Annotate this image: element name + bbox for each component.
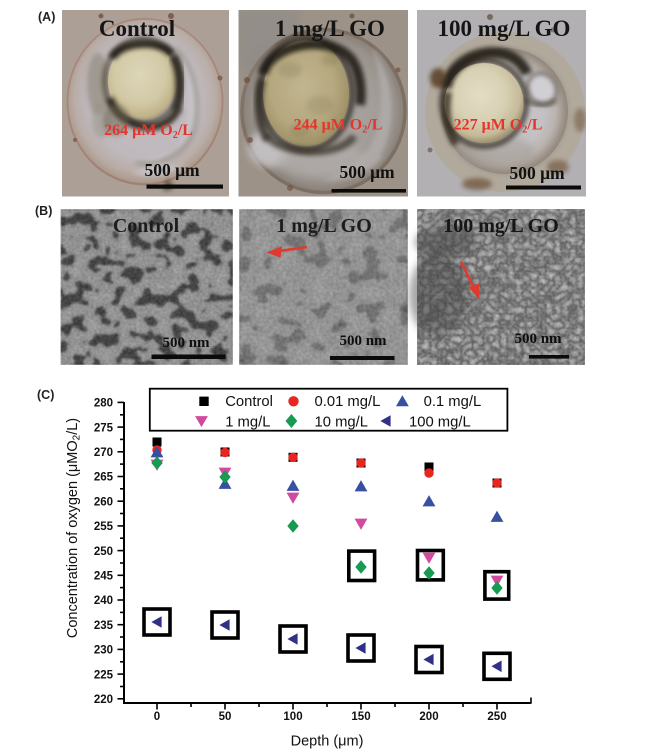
svg-text:225: 225 xyxy=(94,669,114,681)
svg-text:500 nm: 500 nm xyxy=(162,335,210,351)
svg-text:500 μm: 500 μm xyxy=(144,160,200,180)
svg-text:200: 200 xyxy=(419,711,438,723)
svg-text:245: 245 xyxy=(94,571,114,583)
svg-text:0: 0 xyxy=(154,711,160,723)
svg-text:1 mg/L GO: 1 mg/L GO xyxy=(276,215,372,237)
svg-text:50: 50 xyxy=(219,711,232,723)
svg-text:250: 250 xyxy=(487,711,506,723)
svg-text:255: 255 xyxy=(94,521,114,533)
svg-text:Depth (μm): Depth (μm) xyxy=(291,734,364,750)
svg-text:Concentration of oxygen (μMO2/: Concentration of oxygen (μMO2/L) xyxy=(65,418,83,638)
svg-text:100 mg/L GO: 100 mg/L GO xyxy=(438,16,571,41)
svg-text:150: 150 xyxy=(351,711,370,723)
svg-text:235: 235 xyxy=(94,620,114,632)
svg-text:Control: Control xyxy=(225,394,273,410)
svg-text:Control: Control xyxy=(99,16,175,41)
svg-text:500 μm: 500 μm xyxy=(339,162,395,182)
svg-text:230: 230 xyxy=(94,645,113,657)
svg-text:(C): (C) xyxy=(37,388,54,402)
svg-text:1 mg/L: 1 mg/L xyxy=(225,415,270,431)
svg-text:500 μm: 500 μm xyxy=(509,163,565,183)
svg-text:Control: Control xyxy=(113,215,180,237)
svg-text:264 μM O2/L: 264 μM O2/L xyxy=(104,122,193,141)
svg-text:500 nm: 500 nm xyxy=(514,331,562,347)
svg-text:1 mg/L GO: 1 mg/L GO xyxy=(275,16,385,41)
svg-text:0.1 mg/L: 0.1 mg/L xyxy=(424,394,482,410)
svg-text:275: 275 xyxy=(94,422,114,434)
svg-text:250: 250 xyxy=(94,546,113,558)
svg-text:500 nm: 500 nm xyxy=(339,333,387,349)
svg-text:265: 265 xyxy=(94,472,114,484)
svg-text:227 μM O2/L: 227 μM O2/L xyxy=(454,117,543,136)
svg-text:280: 280 xyxy=(94,398,113,410)
svg-text:270: 270 xyxy=(94,447,113,459)
svg-text:100: 100 xyxy=(283,711,302,723)
svg-text:(A): (A) xyxy=(38,10,55,24)
svg-text:240: 240 xyxy=(94,595,113,607)
svg-text:100 mg/L GO: 100 mg/L GO xyxy=(443,215,559,237)
svg-text:244 μM O2/L: 244 μM O2/L xyxy=(294,117,383,136)
svg-text:0.01 mg/L: 0.01 mg/L xyxy=(315,394,381,410)
svg-text:100 mg/L: 100 mg/L xyxy=(409,415,471,431)
svg-text:260: 260 xyxy=(94,496,113,508)
svg-text:10 mg/L: 10 mg/L xyxy=(315,415,368,431)
svg-text:220: 220 xyxy=(94,694,113,706)
svg-text:(B): (B) xyxy=(35,204,52,218)
